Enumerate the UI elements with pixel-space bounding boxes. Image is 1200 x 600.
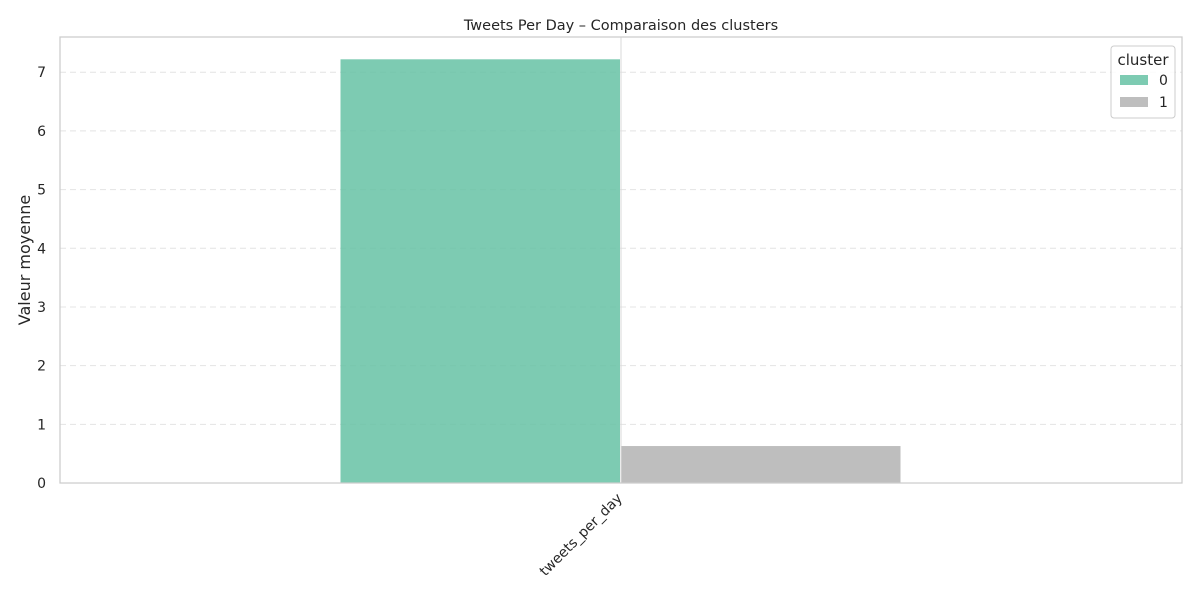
legend-title: cluster xyxy=(1117,51,1169,69)
y-tick-label: 5 xyxy=(37,183,46,199)
y-tick-label: 0 xyxy=(37,476,46,492)
legend-swatch-0 xyxy=(1120,75,1148,85)
bar-cluster-1 xyxy=(621,446,901,483)
chart-title: Tweets Per Day – Comparaison des cluster… xyxy=(463,18,778,34)
y-tick-label: 7 xyxy=(37,65,46,81)
bars xyxy=(340,59,901,484)
x-axis-ticks: tweets_per_day xyxy=(537,491,626,580)
plot-frame xyxy=(59,36,1183,484)
y-tick-label: 1 xyxy=(37,417,46,433)
y-tick-label: 2 xyxy=(37,359,46,375)
legend-label-0: 0 xyxy=(1159,73,1168,89)
legend-items: 01 xyxy=(1120,73,1168,111)
legend: cluster 01 xyxy=(1110,45,1176,119)
legend-label-1: 1 xyxy=(1159,95,1168,111)
x-tick-label: tweets_per_day xyxy=(537,491,626,580)
y-axis-label: Valeur moyenne xyxy=(15,195,34,325)
bar-cluster-0 xyxy=(340,59,620,484)
y-tick-label: 3 xyxy=(37,300,46,316)
y-tick-label: 4 xyxy=(37,241,46,257)
legend-swatch-1 xyxy=(1120,97,1148,107)
y-tick-label: 6 xyxy=(37,124,46,140)
y-axis-ticks: 0 1 2 3 4 5 6 7 xyxy=(37,65,46,492)
